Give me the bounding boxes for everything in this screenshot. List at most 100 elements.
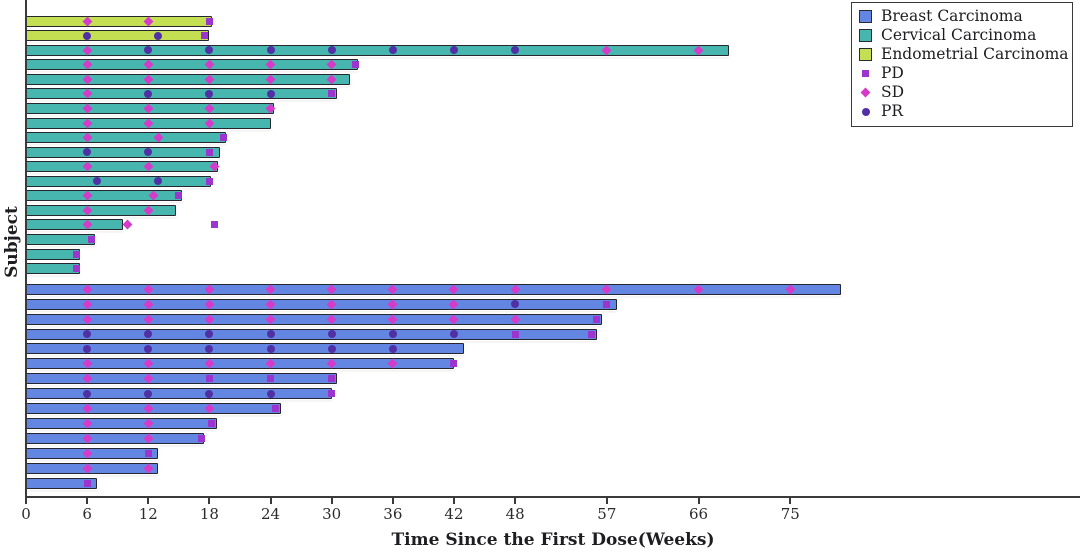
pr-marker-icon <box>205 46 214 55</box>
legend-group-item: Cervical Carcinoma <box>859 26 1066 45</box>
pr-marker-icon <box>205 89 214 98</box>
pr-marker-icon <box>205 330 214 338</box>
pr-marker-icon <box>327 330 336 338</box>
x-tick-label: 57 <box>597 505 617 523</box>
legend-marker-item: PD <box>859 64 1066 83</box>
x-tick-label: 30 <box>322 505 342 523</box>
x-tick-mark <box>605 498 608 504</box>
x-tick-label: 6 <box>82 505 92 523</box>
x-tick-label: 75 <box>780 505 800 523</box>
x-tick-mark <box>391 498 394 504</box>
swimmer-bar <box>26 219 123 231</box>
pr-marker-icon <box>449 330 458 338</box>
pd-marker-icon <box>211 221 218 229</box>
x-tick-label: 66 <box>688 505 709 523</box>
legend-label: PR <box>881 102 904 120</box>
pr-marker-icon <box>511 300 520 309</box>
pd-marker-icon <box>220 134 228 142</box>
pr-marker-icon <box>205 344 214 353</box>
legend-group-item: Breast Carcinoma <box>859 7 1066 26</box>
pr-marker-icon <box>266 89 275 98</box>
pd-marker-icon <box>603 300 611 308</box>
pd-marker-icon <box>328 390 336 398</box>
x-tick-mark <box>697 498 700 504</box>
swimmer-bar <box>26 343 465 355</box>
pr-marker-icon <box>83 344 92 353</box>
legend-box: Breast Carcinoma Cervical Carcinoma Endome… <box>851 2 1073 127</box>
x-tick-mark <box>208 498 211 504</box>
x-tick-label: 18 <box>199 505 219 523</box>
swimmer-bar <box>26 432 205 444</box>
pd-marker-icon <box>87 235 95 243</box>
legend-swatch-icon <box>859 29 872 42</box>
x-tick-mark <box>330 498 333 504</box>
x-tick-label: 42 <box>444 505 464 523</box>
x-tick-mark <box>269 498 272 504</box>
swimmer-bar <box>26 161 218 173</box>
pr-marker-icon <box>388 330 397 338</box>
x-axis-title: Time Since the First Dose(Weeks) <box>391 530 715 550</box>
pr-marker-icon <box>83 389 92 398</box>
swimmer-bar <box>26 298 618 310</box>
pd-marker-icon <box>73 265 81 273</box>
swimmer-bar <box>26 417 217 429</box>
pr-marker-icon <box>266 389 275 398</box>
legend-swatch-icon <box>859 48 872 61</box>
pr-marker-icon <box>327 46 336 55</box>
legend-label: PD <box>881 64 904 82</box>
pd-marker-icon <box>351 61 359 69</box>
legend-marker-item: PR <box>859 102 1066 121</box>
swimmer-bar <box>26 59 359 71</box>
pd-marker-icon <box>328 375 336 383</box>
legend-label: Endometrial Carcinoma <box>881 45 1069 63</box>
swimmer-bar <box>26 373 337 385</box>
pr-marker-icon <box>266 330 275 338</box>
legend-label: Cervical Carcinoma <box>881 26 1037 44</box>
swimmer-bar <box>26 190 182 202</box>
pr-marker-icon <box>266 46 275 55</box>
swimmer-bar <box>26 248 80 260</box>
pr-marker-icon <box>205 389 214 398</box>
pr-marker-icon <box>511 46 520 55</box>
pr-marker-icon <box>144 148 153 157</box>
pd-marker-icon <box>859 67 872 80</box>
pr-marker-icon <box>144 344 153 353</box>
x-tick-mark <box>514 498 517 504</box>
x-tick-mark <box>452 498 455 504</box>
pd-marker-icon <box>205 177 213 185</box>
pr-marker-icon <box>859 105 872 118</box>
pr-marker-icon <box>93 177 102 186</box>
pd-marker-icon <box>511 330 519 338</box>
x-tick-label: 12 <box>138 505 158 523</box>
legend-label: Breast Carcinoma <box>881 7 1023 25</box>
pr-marker-icon <box>144 89 153 98</box>
pd-marker-icon <box>73 250 81 258</box>
pd-marker-icon <box>205 375 213 383</box>
x-tick-label: 48 <box>505 505 525 523</box>
pr-marker-icon <box>144 330 153 338</box>
pd-marker-icon <box>272 405 280 412</box>
legend-marker-item: SD <box>859 83 1066 102</box>
swimmer-bar <box>26 30 210 42</box>
pr-marker-icon <box>154 31 163 40</box>
pd-marker-icon <box>200 32 208 40</box>
pr-marker-icon <box>144 389 153 398</box>
sd-marker-icon <box>122 219 133 230</box>
x-axis-spine <box>25 496 1080 498</box>
swimmer-bar <box>26 233 96 245</box>
pd-marker-icon <box>593 315 601 323</box>
pd-marker-icon <box>450 360 458 368</box>
legend-group-item: Endometrial Carcinoma <box>859 45 1069 64</box>
swimmer-bar <box>26 388 332 400</box>
sd-marker-icon <box>859 86 872 99</box>
swimmer-bar <box>26 146 220 158</box>
x-tick-label: 36 <box>383 505 403 523</box>
pd-marker-icon <box>588 330 596 338</box>
swimmer-bar <box>26 175 212 187</box>
pr-marker-icon <box>83 148 92 157</box>
swimmer-bar <box>26 15 213 27</box>
swimmer-bar <box>26 44 730 56</box>
x-tick-mark <box>25 498 27 504</box>
pd-marker-icon <box>207 419 215 427</box>
